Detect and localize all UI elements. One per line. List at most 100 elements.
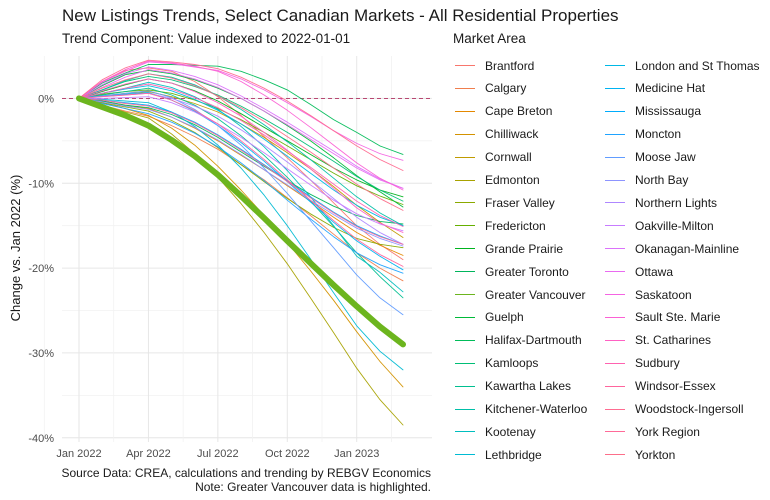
- legend-item: Halifax-Dartmouth: [453, 329, 582, 352]
- legend-item: St. Catharines: [603, 329, 711, 352]
- legend-label: Guelph: [485, 310, 524, 325]
- legend-key-swatch: [605, 248, 625, 250]
- legend-key-swatch: [455, 248, 475, 250]
- series-line-kamloops: [78, 75, 404, 202]
- series-line-saskatoon: [78, 61, 404, 161]
- legend-item: Sudbury: [603, 352, 680, 375]
- legend-label: Kootenay: [485, 424, 536, 439]
- y-tick-label: -30%: [28, 348, 54, 360]
- y-tick-label: -40%: [28, 433, 54, 445]
- legend-label: Grande Prairie: [485, 241, 564, 256]
- series-line-oakville-milton: [78, 96, 404, 232]
- legend-key-swatch: [455, 316, 475, 318]
- legend-key-swatch: [605, 87, 625, 89]
- series-line-edmonton: [78, 97, 404, 426]
- legend-key-swatch: [455, 362, 475, 364]
- legend-item: Kamloops: [453, 352, 538, 375]
- legend-item: Chilliwack: [453, 123, 538, 146]
- legend-label: Windsor-Essex: [635, 379, 716, 394]
- series-line-chilliwack: [78, 97, 404, 388]
- series-line-moncton: [78, 97, 404, 274]
- legend-key-swatch: [455, 431, 475, 433]
- legend-title: Market Area: [453, 31, 526, 46]
- legend-label: Calgary: [485, 81, 527, 96]
- legend-label: Mississauga: [635, 104, 702, 119]
- legend-item: Lethbridge: [453, 443, 542, 466]
- legend-item: Yorkton: [603, 443, 675, 466]
- legend-label: Okanagan-Mainline: [635, 241, 740, 256]
- legend-item: Windsor-Essex: [603, 375, 716, 398]
- legend-key-swatch: [605, 408, 625, 410]
- legend-key-swatch: [455, 202, 475, 204]
- y-axis-label: Change vs. Jan 2022 (%): [8, 175, 23, 322]
- series-line-okanagan-mainline: [78, 66, 404, 189]
- legend-label: Fraser Valley: [485, 195, 555, 210]
- legend-key-swatch: [605, 454, 625, 456]
- legend-label: Sault Ste. Marie: [635, 310, 721, 325]
- legend-label: Lethbridge: [485, 447, 542, 462]
- legend-key-swatch: [605, 431, 625, 433]
- legend-item: Brantford: [453, 54, 534, 77]
- series-line-halifax-dartmouth: [78, 64, 404, 155]
- legend-item: York Region: [603, 420, 700, 443]
- legend-key-swatch: [455, 87, 475, 89]
- series-line-kootenay: [78, 81, 404, 293]
- legend-label: London and St Thomas: [635, 58, 760, 73]
- legend-item: Fredericton: [453, 214, 546, 237]
- legend-key-swatch: [605, 316, 625, 318]
- caption-source: Source Data: CREA, calculations and tren…: [61, 466, 431, 480]
- legend-item: Guelph: [453, 306, 524, 329]
- legend-item: Medicine Hat: [603, 77, 705, 100]
- legend-label: Chilliwack: [485, 127, 539, 142]
- series-line-moose-jaw: [78, 90, 404, 316]
- series-line-yorkton: [78, 73, 404, 211]
- legend-label: York Region: [635, 424, 700, 439]
- legend-key-swatch: [455, 454, 475, 456]
- legend-item: Mississauga: [603, 100, 701, 123]
- series-line-cape-breton: [78, 97, 404, 256]
- legend-item: North Bay: [603, 169, 688, 192]
- legend-key-swatch: [455, 156, 475, 158]
- series-line-york-region: [78, 97, 404, 245]
- legend-key-swatch: [605, 156, 625, 158]
- legend-key-swatch: [455, 294, 475, 295]
- series-line-sudbury: [78, 83, 404, 227]
- series-line-north-bay: [78, 97, 404, 247]
- x-tick-label: Apr 2022: [126, 448, 171, 460]
- legend-label: Woodstock-Ingersoll: [635, 402, 744, 416]
- legend-item: Greater Toronto: [453, 260, 569, 283]
- series-line-windsor-essex: [78, 92, 404, 267]
- legend-label: Greater Vancouver: [485, 287, 586, 302]
- series-line-greater-toronto: [78, 97, 404, 225]
- x-tick-label: Oct 2022: [265, 448, 310, 460]
- legend-label: Ottawa: [635, 264, 674, 279]
- legend-label: Cape Breton: [485, 104, 553, 119]
- chart-axes: 0% -10% -20% -30% -40%Jan 2022 Apr 2022 Jul 20…: [28, 93, 432, 460]
- legend-item: Okanagan-Mainline: [603, 237, 739, 260]
- legend-label: Kawartha Lakes: [485, 379, 572, 394]
- chart-grid: [43, 56, 432, 442]
- legend-key-swatch: [455, 271, 475, 273]
- chart-caption: Source Data: CREA, calculations and tren…: [61, 466, 431, 494]
- x-tick-label: Jan 2023: [334, 448, 379, 460]
- legend-label: Sudbury: [635, 356, 680, 371]
- legend-key-swatch: [605, 294, 625, 295]
- legend-item: Northern Lights: [603, 191, 717, 214]
- legend-key-swatch: [605, 339, 625, 341]
- legend-key-swatch: [605, 202, 625, 204]
- legend-key-swatch: [605, 65, 625, 66]
- series-line-london-and-st-thomas: [78, 85, 404, 227]
- legend-label: St. Catharines: [635, 333, 712, 348]
- series-line-ottawa: [78, 69, 404, 189]
- y-tick-label: 0%: [38, 93, 54, 105]
- series-line-fredericton: [78, 89, 404, 205]
- legend-item: Kootenay: [453, 420, 536, 443]
- series-line-medicine-hat: [78, 92, 404, 271]
- legend-label: North Bay: [635, 173, 689, 187]
- legend-label: Moncton: [635, 127, 682, 142]
- chart-series: [76, 59, 406, 426]
- y-tick-label: -10%: [28, 178, 54, 190]
- legend-label: Moose Jaw: [635, 150, 696, 165]
- legend-label: Yorkton: [635, 447, 676, 462]
